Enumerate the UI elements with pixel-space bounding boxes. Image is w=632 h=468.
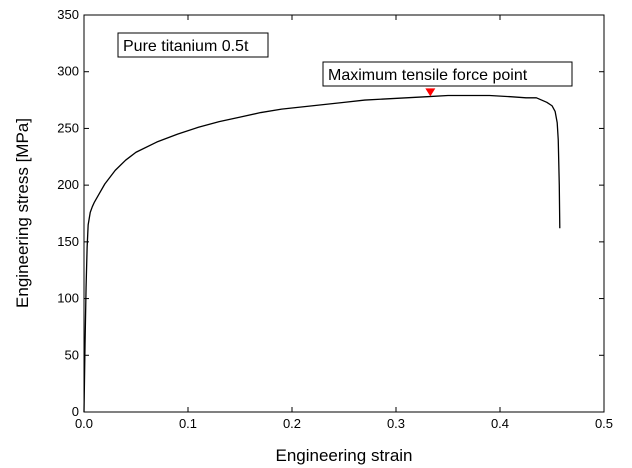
y-tick-label: 0 bbox=[72, 404, 79, 419]
x-axis-ticks: 0.0 0.1 0.2 0.3 0.4 0.5 bbox=[75, 15, 613, 431]
y-tick-label: 150 bbox=[57, 234, 79, 249]
y-tick-label: 250 bbox=[57, 120, 79, 135]
y-tick-label: 50 bbox=[65, 347, 79, 362]
x-tick-label: 0.3 bbox=[387, 416, 405, 431]
annotation-material: Pure titanium 0.5t bbox=[117, 32, 269, 58]
annotation-material-text: Pure titanium 0.5t bbox=[123, 38, 249, 55]
y-tick-label: 200 bbox=[57, 177, 79, 192]
x-tick-label: 0.5 bbox=[595, 416, 613, 431]
annotation-max-force: Maximum tensile force point bbox=[322, 61, 573, 87]
annotation-max-force-text: Maximum tensile force point bbox=[328, 67, 528, 84]
y-tick-label: 100 bbox=[57, 291, 79, 306]
x-tick-label: 0.1 bbox=[179, 416, 197, 431]
stress-strain-curve bbox=[83, 94, 561, 413]
max-force-marker-icon bbox=[425, 88, 436, 97]
annotation-material-box bbox=[117, 32, 269, 58]
x-tick-label: 0.4 bbox=[491, 416, 509, 431]
series-group bbox=[83, 94, 561, 413]
x-axis-title: Engineering strain bbox=[275, 446, 412, 465]
annotation-max-force-box bbox=[322, 61, 573, 87]
x-tick-label: 0.2 bbox=[283, 416, 301, 431]
y-axis-ticks: 0 50 100 150 200 250 300 350 bbox=[57, 7, 604, 419]
y-tick-label: 300 bbox=[57, 64, 79, 79]
y-tick-label: 350 bbox=[57, 7, 79, 22]
x-tick-label: 0.0 bbox=[75, 416, 93, 431]
y-axis-title: Engineering stress [MPa] bbox=[13, 118, 32, 308]
plot-frame bbox=[83, 14, 605, 413]
